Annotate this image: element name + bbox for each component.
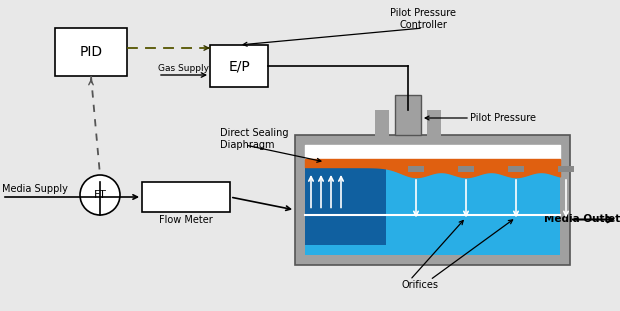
Text: Gas Supply: Gas Supply [158, 64, 209, 73]
Text: Flow Meter: Flow Meter [159, 215, 213, 225]
Text: E/P: E/P [228, 59, 250, 73]
Text: Pilot Pressure: Pilot Pressure [470, 113, 536, 123]
Bar [508, 166, 524, 172]
Text: Pilot Pressure
Controller: Pilot Pressure Controller [390, 8, 456, 30]
Circle shape [80, 175, 120, 215]
Text: PID: PID [79, 45, 102, 59]
Text: Orifices: Orifices [402, 280, 438, 290]
Bar [305, 167, 560, 255]
Bar [142, 182, 230, 212]
Bar [295, 135, 570, 265]
Text: Media Supply: Media Supply [2, 184, 68, 194]
Text: Direct Sealing
Diaphragm: Direct Sealing Diaphragm [220, 128, 288, 150]
Bar [375, 110, 389, 140]
Bar [395, 95, 421, 135]
Text: FT: FT [94, 190, 107, 200]
Bar [210, 45, 268, 87]
Bar [558, 166, 574, 172]
Bar [427, 110, 441, 140]
Bar [305, 167, 386, 245]
Bar [458, 166, 474, 172]
Bar [408, 166, 424, 172]
Bar [55, 28, 127, 76]
Bar [305, 145, 560, 159]
Text: Media Outlet: Media Outlet [544, 215, 620, 225]
